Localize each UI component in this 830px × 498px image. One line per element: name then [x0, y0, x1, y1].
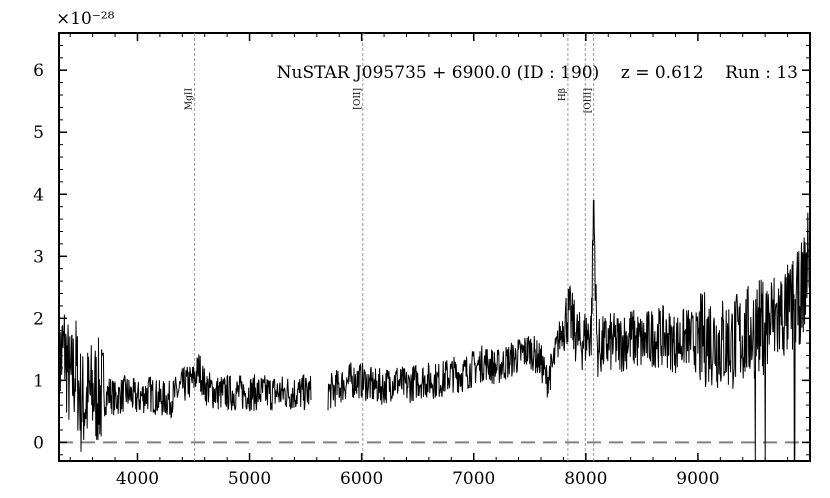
- x-tick-label: 7000: [452, 469, 495, 489]
- y-tick-label: 0: [33, 433, 44, 453]
- x-tick-label: 5000: [228, 469, 271, 489]
- y-tick-label: 5: [33, 123, 44, 143]
- y-scale-factor: ×10⁻²⁸: [56, 9, 115, 29]
- y-tick-label: 4: [33, 185, 44, 205]
- spectrum-series: [58, 200, 811, 462]
- emission-lines: MgII [OII] Hβ [OIII]: [185, 33, 595, 461]
- y-tick-label: 6: [33, 61, 44, 81]
- x-tick-label: 4000: [116, 469, 159, 489]
- x-tick-label: 6000: [340, 469, 383, 489]
- emission-line-label: [OII]: [353, 88, 363, 110]
- spectrum-line: [58, 200, 811, 462]
- y-tick-label: 3: [33, 247, 44, 267]
- plot-frame: [58, 32, 811, 462]
- x-tick-label: 8000: [564, 469, 607, 489]
- axis-ticks: 4000 5000 6000 7000 8000 9000 0 1 2 3 4 5 6: [33, 33, 810, 489]
- emission-line-label: [OIII]: [584, 88, 594, 113]
- emission-line-label: Hβ: [558, 88, 568, 101]
- y-tick-label: 1: [33, 371, 44, 391]
- emission-line-label: MgII: [185, 88, 195, 111]
- y-tick-label: 2: [33, 309, 44, 329]
- x-tick-label: 9000: [676, 469, 719, 489]
- chart-title: NuSTAR J095735 + 6900.0 (ID : 190) z = 0…: [277, 63, 798, 83]
